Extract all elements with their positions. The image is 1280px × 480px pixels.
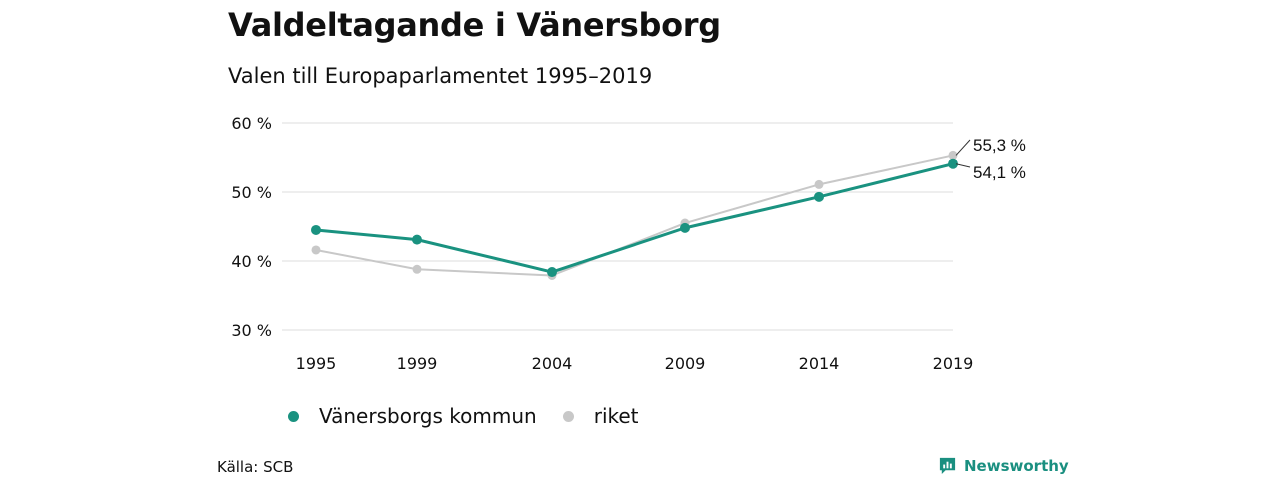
chart-subtitle: Valen till Europaparlamentet 1995–2019 xyxy=(228,64,653,88)
legend-label-vanersborg: Vänersborgs kommun xyxy=(319,404,537,428)
y-tick-label-50: 50 % xyxy=(231,183,272,202)
y-tick-label-40: 40 % xyxy=(231,252,272,271)
data-point-vanersborg-1995 xyxy=(311,224,321,235)
data-point-vanersborg-2009 xyxy=(680,222,690,233)
x-tick-label-1995: 1995 xyxy=(296,354,337,373)
newsworthy-logo-icon xyxy=(939,457,956,475)
data-point-riket-1995 xyxy=(311,245,321,255)
data-point-vanersborg-1999 xyxy=(412,234,422,245)
chart-legend: Vänersborgs kommun riket xyxy=(288,404,665,428)
x-tick-label-2014: 2014 xyxy=(799,354,840,373)
y-tick-label-60: 60 % xyxy=(231,114,272,133)
end-label-vanersborg: 54,1 % xyxy=(973,163,1026,182)
legend-marker-vanersborg xyxy=(288,410,299,422)
series-line-vanersborg xyxy=(315,162,954,274)
data-point-riket-2019 xyxy=(948,150,958,160)
x-tick-label-1999: 1999 xyxy=(397,354,438,373)
data-point-vanersborg-2004 xyxy=(547,267,557,278)
legend-marker-riket xyxy=(562,410,574,422)
chart-title: Valdeltagande i Vänersborg xyxy=(228,6,721,44)
data-point-riket-1999 xyxy=(412,264,422,274)
x-tick-label-2004: 2004 xyxy=(532,354,573,373)
newsworthy-brand: Newsworthy xyxy=(938,456,1069,475)
x-tick-label-2009: 2009 xyxy=(665,354,706,373)
end-label-riket: 55,3 % xyxy=(973,136,1026,155)
legend-item-riket: riket xyxy=(562,404,639,428)
end-label-leader-vanersborg xyxy=(955,163,971,168)
legend-item-vanersborg: Vänersborgs kommun xyxy=(288,404,537,428)
data-point-vanersborg-2019 xyxy=(948,158,958,169)
data-point-vanersborg-2014 xyxy=(814,191,824,202)
source-note: Källa: SCB xyxy=(217,458,294,476)
end-label-leader-riket xyxy=(955,139,971,156)
series-line-riket xyxy=(315,154,954,277)
legend-label-riket: riket xyxy=(593,404,639,428)
data-point-riket-2014 xyxy=(814,179,824,189)
x-tick-label-2019: 2019 xyxy=(933,354,974,373)
brand-name: Newsworthy xyxy=(964,456,1069,475)
y-tick-label-30: 30 % xyxy=(231,321,272,340)
